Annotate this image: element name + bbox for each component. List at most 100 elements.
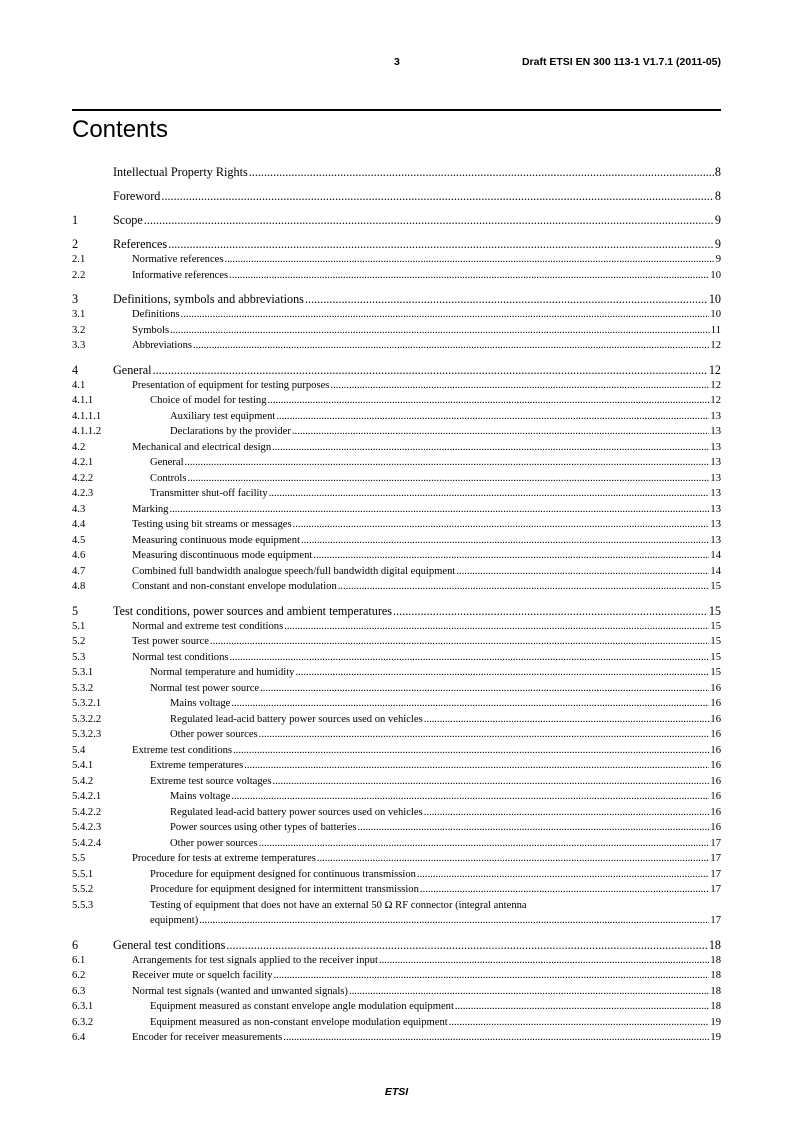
toc-entry[interactable]: 4 General 12 bbox=[72, 363, 721, 378]
toc-entry-number: 6.2 bbox=[72, 970, 86, 981]
toc-entry[interactable]: 5.4.1 Extreme temperatures 16 bbox=[72, 758, 721, 774]
toc-entry-page: 9 bbox=[714, 213, 721, 227]
toc-entry[interactable]: 5.4.2.2 Regulated lead-acid battery power… bbox=[72, 805, 721, 821]
toc-entry[interactable]: 5.4.2.4 Other power sources 17 bbox=[72, 836, 721, 852]
toc-entry-page: 9 bbox=[714, 237, 721, 251]
toc-entry[interactable]: 2.1 Normative references 9 bbox=[72, 252, 721, 268]
toc-entry[interactable]: 5.3.2 Normal test power source 16 bbox=[72, 681, 721, 697]
toc-entry[interactable]: Intellectual Property Rights 8 bbox=[72, 165, 721, 180]
toc-entry[interactable]: 4.3 Marking 13 bbox=[72, 502, 721, 518]
toc-entry[interactable]: 6.2 Receiver mute or squelch facility 18 bbox=[72, 968, 721, 984]
toc-entry[interactable]: 5.3 Normal test conditions 15 bbox=[72, 650, 721, 666]
leader-dots bbox=[231, 696, 709, 712]
toc-entry-page: 17 bbox=[710, 837, 721, 849]
toc-entry[interactable]: 6.1 Arrangements for test signals applied… bbox=[72, 953, 721, 969]
toc-entry-number: 5.2 bbox=[72, 636, 86, 647]
toc-entry[interactable]: 5.5.2 Procedure for equipment designed fo… bbox=[72, 882, 721, 898]
toc-entry-number: 2 bbox=[72, 237, 79, 251]
leader-dots bbox=[231, 789, 709, 805]
toc-entry[interactable]: 3 Definitions, symbols and abbreviations 1… bbox=[72, 292, 721, 307]
toc-entry[interactable]: 4.2.1 General 13 bbox=[72, 455, 721, 471]
toc-entry-title: Choice of model for testing bbox=[150, 395, 267, 406]
toc-entry-number: 3 bbox=[72, 292, 79, 306]
toc-entry[interactable]: 6.3.1 Equipment measured as constant enve… bbox=[72, 999, 721, 1015]
toc-entry-page: 16 bbox=[710, 682, 721, 694]
toc-entry[interactable]: 4.7 Combined full bandwidth analogue spee… bbox=[72, 564, 721, 580]
toc-entry-title: Extreme temperatures bbox=[150, 760, 244, 771]
toc-entry[interactable]: 4.6 Measuring discontinuous mode equipmen… bbox=[72, 548, 721, 564]
toc-entry[interactable]: Foreword 8 bbox=[72, 189, 721, 204]
toc-entry-page: 15 bbox=[710, 620, 721, 632]
toc-entry-number: 4.1 bbox=[72, 379, 86, 391]
toc-entry[interactable]: 4.1.1.2 Declarations by the provider 13 bbox=[72, 424, 721, 440]
toc-entry[interactable]: 2 References 9 bbox=[72, 237, 721, 252]
toc-entry-page: 13 bbox=[710, 519, 721, 530]
toc-entry[interactable]: 2.2 Informative references 10 bbox=[72, 268, 721, 284]
toc-entry-number: 3.1 bbox=[72, 309, 86, 320]
toc-entry[interactable]: 4.4 Testing using bit streams or messages… bbox=[72, 517, 721, 533]
leader-dots bbox=[199, 913, 709, 929]
leader-dots bbox=[349, 984, 709, 1000]
toc-entry[interactable]: 6 General test conditions 18 bbox=[72, 938, 721, 953]
toc-entry[interactable]: 5.5.3 Testing of equipment that does not … bbox=[72, 898, 721, 914]
leader-dots bbox=[456, 564, 709, 580]
toc-entry-title: Measuring discontinuous mode equipment bbox=[132, 550, 313, 561]
toc-entry[interactable]: 4.2 Mechanical and electrical design 13 bbox=[72, 440, 721, 456]
toc-entry[interactable]: 3.1 Definitions 10 bbox=[72, 307, 721, 323]
toc-entry[interactable]: 5.4.2.1 Mains voltage 16 bbox=[72, 789, 721, 805]
toc-entry-number: 6 bbox=[72, 937, 79, 952]
toc-entry[interactable]: 6.3.2 Equipment measured as non-constant … bbox=[72, 1015, 721, 1031]
toc-entry-title: Scope bbox=[113, 213, 143, 227]
toc-entry[interactable]: 5.5 Procedure for tests at extreme temper… bbox=[72, 851, 721, 867]
toc-entry[interactable]: 5 Test conditions, power sources and ambi… bbox=[72, 604, 721, 619]
toc-entry-title: Procedure for tests at extreme temperatu… bbox=[132, 853, 316, 864]
toc-entry[interactable]: 1 Scope 9 bbox=[72, 213, 721, 228]
toc-entry[interactable]: 5.4.2.3 Power sources using other types o… bbox=[72, 820, 721, 836]
toc-entry[interactable]: 5.1 Normal and extreme test conditions 15 bbox=[72, 619, 721, 635]
toc-entry[interactable]: 4.2.2 Controls 13 bbox=[72, 471, 721, 487]
leader-dots bbox=[268, 393, 710, 409]
toc-entry[interactable]: equipment) 17 bbox=[72, 913, 721, 929]
leader-dots bbox=[259, 836, 710, 852]
toc-entry-title: Mains voltage bbox=[170, 698, 231, 709]
toc-entry[interactable]: 5.4.2 Extreme test source voltages 16 bbox=[72, 774, 721, 790]
toc-entry-title: Testing using bit streams or messages bbox=[132, 519, 292, 530]
toc-entry-number: 5.3.2.1 bbox=[72, 698, 102, 709]
toc-entry[interactable]: 3.3 Abbreviations 12 bbox=[72, 338, 721, 354]
toc-entry[interactable]: 4.2.3 Transmitter shut-off facility 13 bbox=[72, 486, 721, 502]
leader-dots bbox=[168, 237, 714, 252]
toc-entry[interactable]: 4.5 Measuring continuous mode equipment 13 bbox=[72, 533, 721, 549]
leader-dots bbox=[153, 363, 708, 378]
toc-entry-title: Procedure for equipment designed for con… bbox=[150, 868, 416, 880]
toc-entry[interactable]: 6.3 Normal test signals (wanted and unwan… bbox=[72, 984, 721, 1000]
toc-entry-page: 16 bbox=[710, 713, 721, 725]
toc-entry-title: References bbox=[113, 237, 168, 251]
leader-dots bbox=[274, 968, 710, 984]
toc-entry-page: 17 bbox=[710, 868, 721, 880]
toc-entry-number: 6.3 bbox=[72, 985, 86, 997]
toc-entry-title: Combined full bandwidth analogue speech/… bbox=[132, 565, 456, 577]
toc-entry[interactable]: 5.5.1 Procedure for equipment designed fo… bbox=[72, 867, 721, 883]
toc-entry[interactable]: 6.4 Encoder for receiver measurements 19 bbox=[72, 1030, 721, 1046]
toc-entry-title: Mechanical and electrical design bbox=[132, 441, 272, 453]
toc-entry-number: 5.5 bbox=[72, 853, 86, 864]
toc-entry-page: 13 bbox=[710, 503, 721, 515]
toc-entry[interactable]: 5.3.2.1 Mains voltage 16 bbox=[72, 696, 721, 712]
toc-entry-number: 4.2.3 bbox=[72, 488, 94, 499]
toc-entry-number: 4.4 bbox=[72, 519, 86, 530]
leader-dots bbox=[455, 999, 710, 1015]
toc-entry[interactable]: 4.1.1 Choice of model for testing 12 bbox=[72, 393, 721, 409]
toc-entry[interactable]: 4.1 Presentation of equipment for testing… bbox=[72, 378, 721, 394]
toc-entry[interactable]: 3.2 Symbols 11 bbox=[72, 323, 721, 339]
toc-entry[interactable]: 5.3.2.3 Other power sources 16 bbox=[72, 727, 721, 743]
toc-entry[interactable]: 5.2 Test power source 15 bbox=[72, 634, 721, 650]
toc-entry-page: 8 bbox=[714, 165, 721, 179]
toc-entry[interactable]: 4.8 Constant and non-constant envelope mo… bbox=[72, 579, 721, 595]
toc-entry[interactable]: 4.1.1.1 Auxiliary test equipment 13 bbox=[72, 409, 721, 425]
toc-entry-number: 4.2.1 bbox=[72, 457, 94, 468]
toc-entry-title: Transmitter shut-off facility bbox=[150, 488, 268, 499]
toc-entry[interactable]: 5.4 Extreme test conditions 16 bbox=[72, 743, 721, 759]
toc-entry[interactable]: 5.3.2.2 Regulated lead-acid battery power… bbox=[72, 712, 721, 728]
toc-entry-page: 15 bbox=[710, 667, 721, 678]
toc-entry[interactable]: 5.3.1 Normal temperature and humidity 15 bbox=[72, 665, 721, 681]
